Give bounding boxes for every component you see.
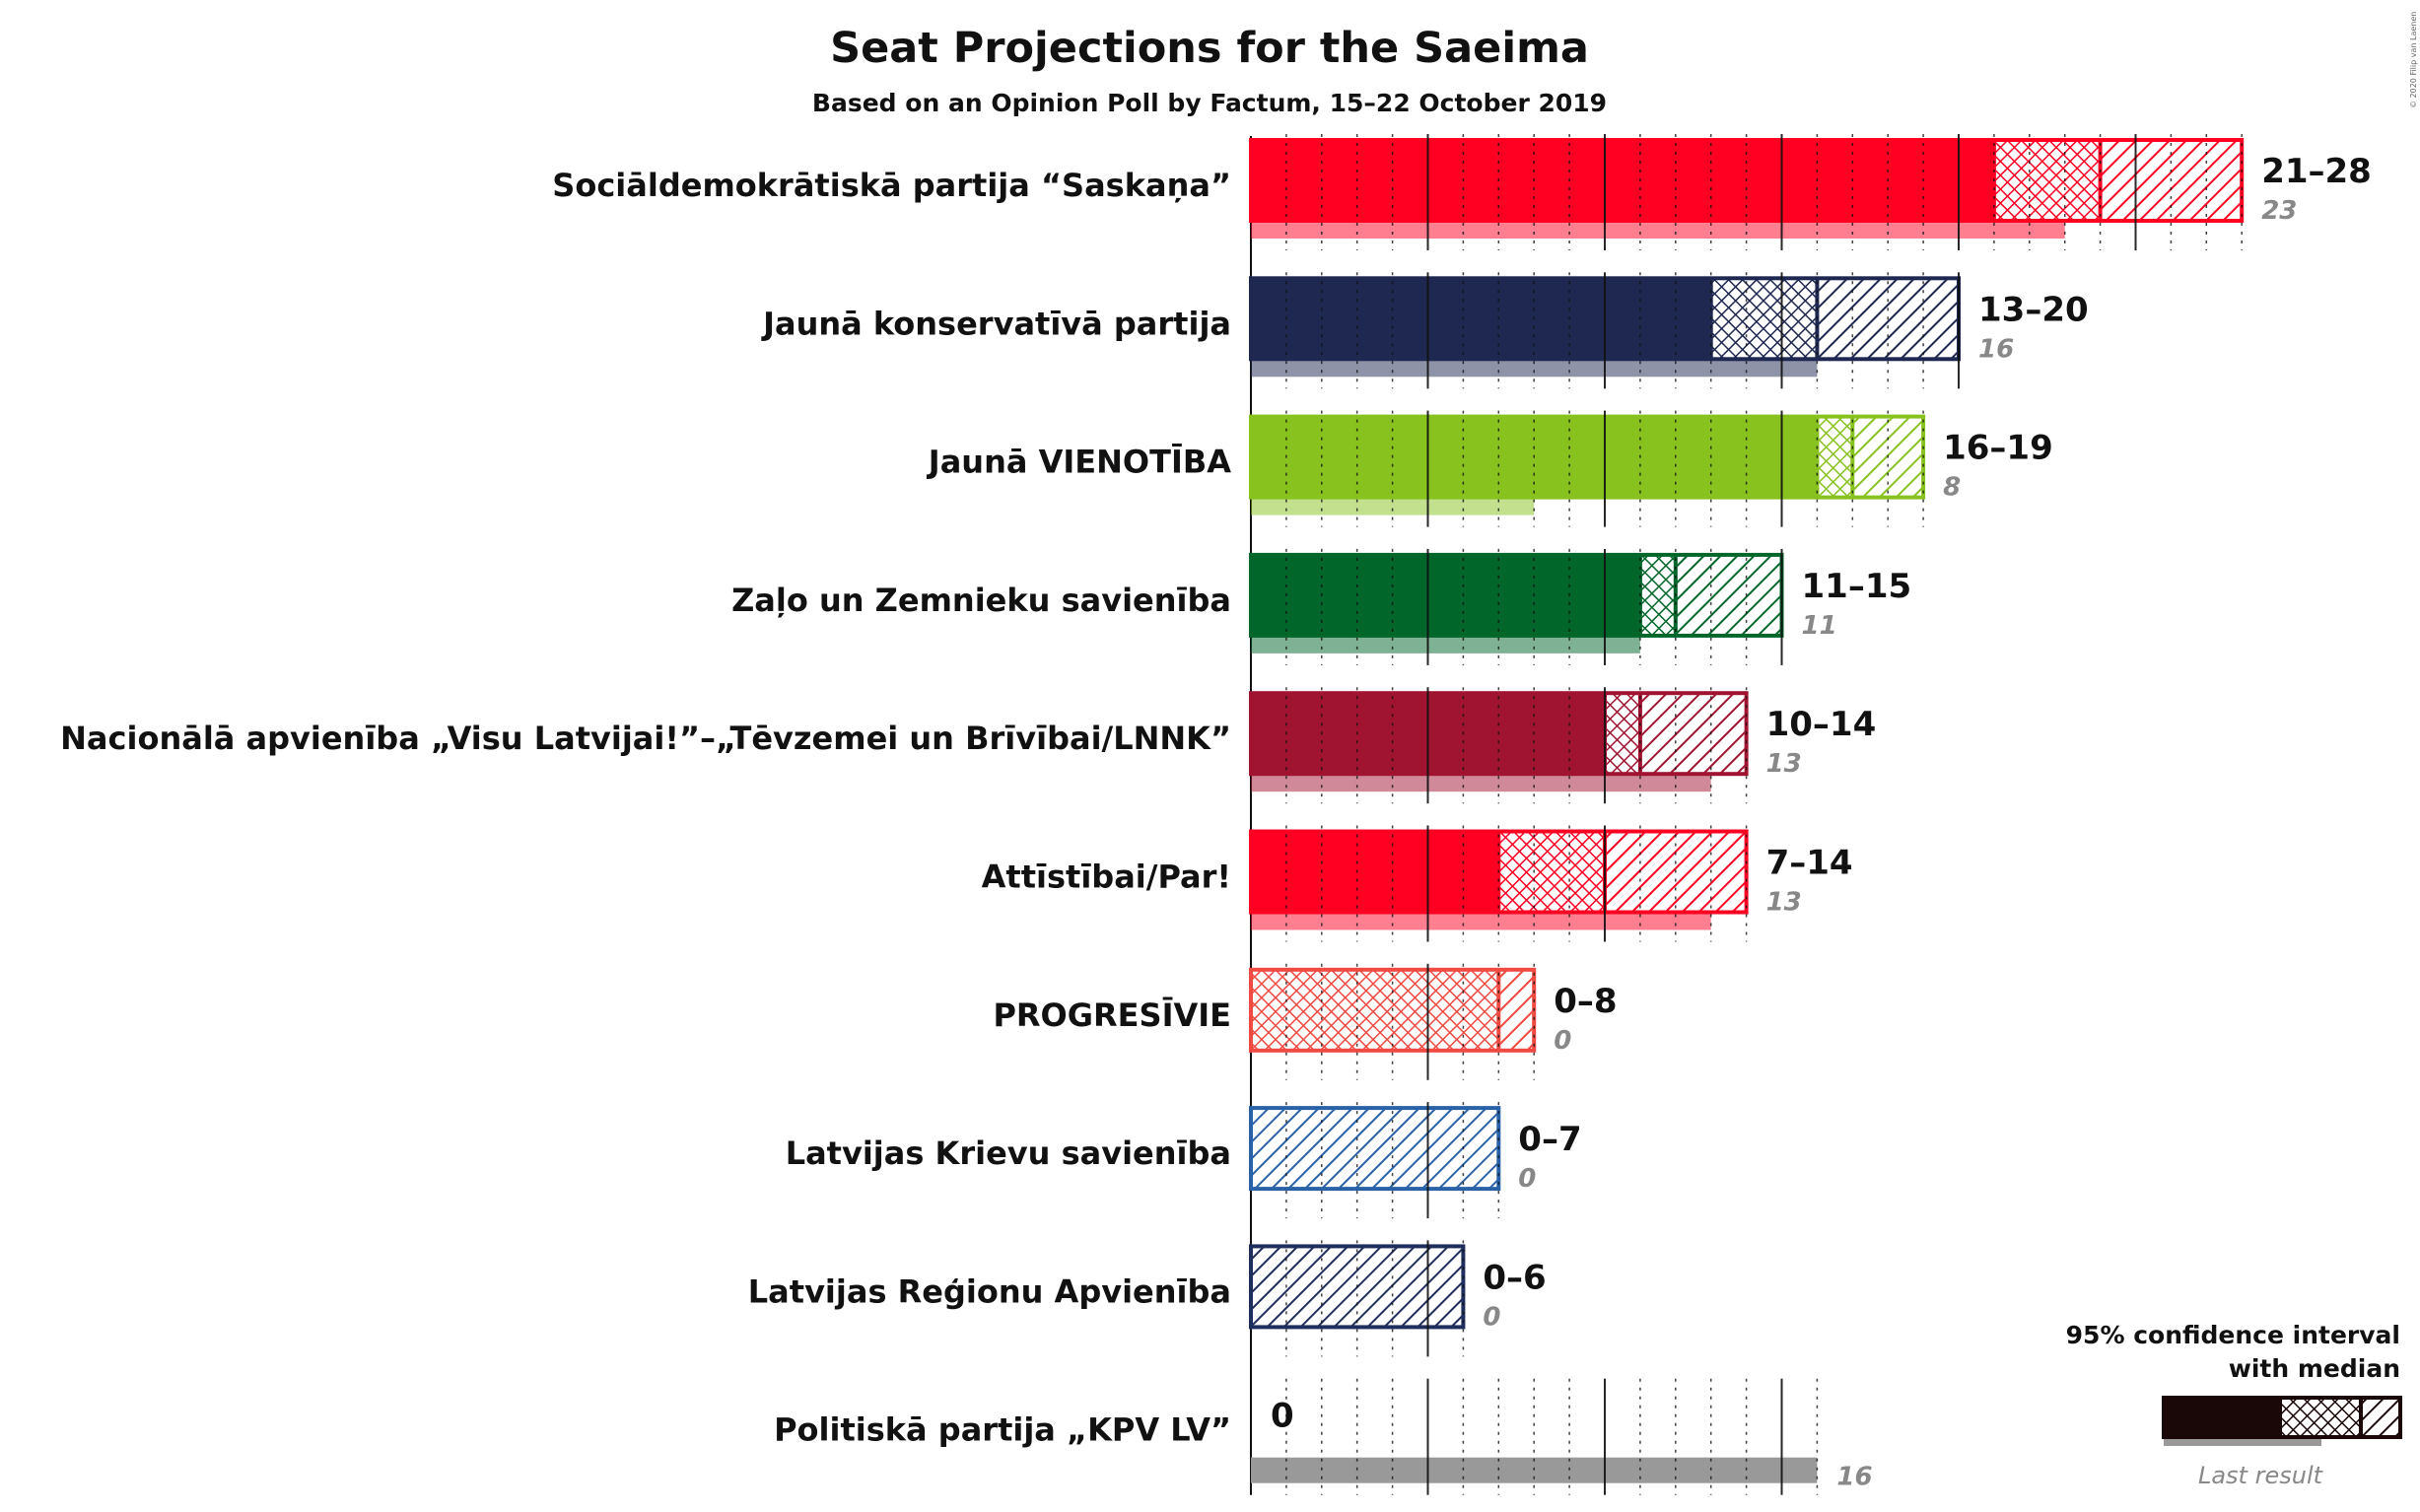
range-label: 0–6	[1483, 1258, 1546, 1297]
last-result-label: 16	[1836, 1463, 1872, 1492]
last-result-label: 0	[1483, 1302, 1500, 1332]
median-lower-segment	[1605, 693, 1640, 775]
legend-outline	[2162, 1396, 2402, 1439]
party-row: Jaunā konservatīvā partija 13–20 16	[761, 272, 2089, 389]
median-lower-segment	[1639, 554, 1676, 636]
median-lower-segment	[1993, 140, 2101, 221]
range-label: 21–28	[2261, 152, 2372, 191]
last-result-label: 16	[1978, 334, 2014, 364]
last-result-label: 11	[1802, 611, 1837, 641]
range-label: 13–20	[1978, 290, 2089, 329]
party-row: Latvijas Krievu savienība 0–7 0	[786, 1102, 1582, 1219]
median-upper-segment	[1675, 554, 1782, 636]
chart-subtitle: Based on an Opinion Poll by Factum, 15–2…	[812, 89, 1607, 117]
party-label: Politiskā partija „KPV LV”	[774, 1411, 1231, 1449]
party-label: Nacionālā apvienība „Visu Latvijai!”–„Tē…	[60, 720, 1231, 757]
legend-solid-swatch	[2164, 1398, 2282, 1437]
party-label: Latvijas Krievu savienība	[786, 1134, 1231, 1172]
range-label: 11–15	[1802, 567, 1912, 606]
party-label: Jaunā VIENOTĪBA	[927, 444, 1231, 481]
party-row: Attīstībai/Par! 7–14 13	[982, 825, 1853, 942]
range-label: 16–19	[1943, 429, 2053, 468]
range-label: 7–14	[1766, 844, 1853, 883]
party-label: Jaunā konservatīvā partija	[761, 305, 1231, 342]
confidence-solid-segment	[1251, 278, 1711, 360]
median-upper-segment	[1498, 969, 1535, 1051]
party-label: Latvijas Reģionu Apvienība	[748, 1272, 1231, 1310]
range-label: 0	[1271, 1397, 1294, 1436]
range-label: 0–7	[1518, 1120, 1581, 1159]
party-label: PROGRESĪVIE	[993, 997, 1231, 1034]
last-result-label: 0	[1554, 1026, 1571, 1056]
chart-title: Seat Projections for the Saeima	[830, 24, 1589, 73]
legend-last-result-label: Last result	[2198, 1462, 2324, 1489]
median-lower-segment	[1817, 416, 1853, 498]
median-lower-segment	[1710, 278, 1818, 360]
legend-hatch-swatch	[2361, 1398, 2400, 1437]
median-upper-segment	[1251, 1108, 1499, 1190]
party-row: Jaunā VIENOTĪBA 16–19 8	[927, 410, 2053, 527]
party-row: Politiskā partija „KPV LV” 0 16	[774, 1378, 1873, 1495]
confidence-solid-segment	[1251, 140, 1994, 221]
last-result-label: 8	[1943, 473, 1961, 503]
legend: 95% confidence interval with median Last…	[2066, 1321, 2402, 1489]
last-result-label: 0	[1518, 1164, 1536, 1194]
legend-crosshatch-swatch	[2282, 1398, 2361, 1437]
party-label: Attīstībai/Par!	[982, 859, 1231, 896]
range-label: 10–14	[1766, 705, 1877, 744]
party-row: Sociāldemokrātiskā partija “Saskaņa” 21–2…	[552, 134, 2372, 250]
party-row: Latvijas Reģionu Apvienība 0–6 0	[748, 1240, 1547, 1357]
party-rows: Sociāldemokrātiskā partija “Saskaņa” 21–2…	[60, 134, 2372, 1495]
confidence-solid-segment	[1251, 554, 1640, 636]
confidence-solid-segment	[1251, 831, 1499, 913]
copyright-notice: © 2020 Filip van Laenen	[2409, 12, 2418, 108]
party-label: Sociāldemokrātiskā partija “Saskaņa”	[552, 167, 1231, 204]
party-label: Zaļo un Zemnieku savienība	[731, 582, 1231, 619]
party-row: Zaļo un Zemnieku savienība 11–15 11	[731, 548, 1912, 665]
median-upper-segment	[1639, 693, 1747, 775]
party-row: PROGRESĪVIE 0–8 0	[993, 963, 1618, 1080]
median-lower-segment	[1251, 969, 1499, 1051]
legend-title-line1: 95% confidence interval	[2066, 1321, 2400, 1349]
party-row: Nacionālā apvienība „Visu Latvijai!”–„Tē…	[60, 687, 1877, 804]
legend-title-line2: with median	[2229, 1354, 2400, 1383]
range-label: 0–8	[1554, 982, 1617, 1021]
last-result-label: 13	[1766, 749, 1802, 779]
median-lower-segment	[1498, 831, 1605, 913]
last-result-label: 13	[1766, 888, 1802, 918]
last-result-label: 23	[2261, 196, 2297, 226]
